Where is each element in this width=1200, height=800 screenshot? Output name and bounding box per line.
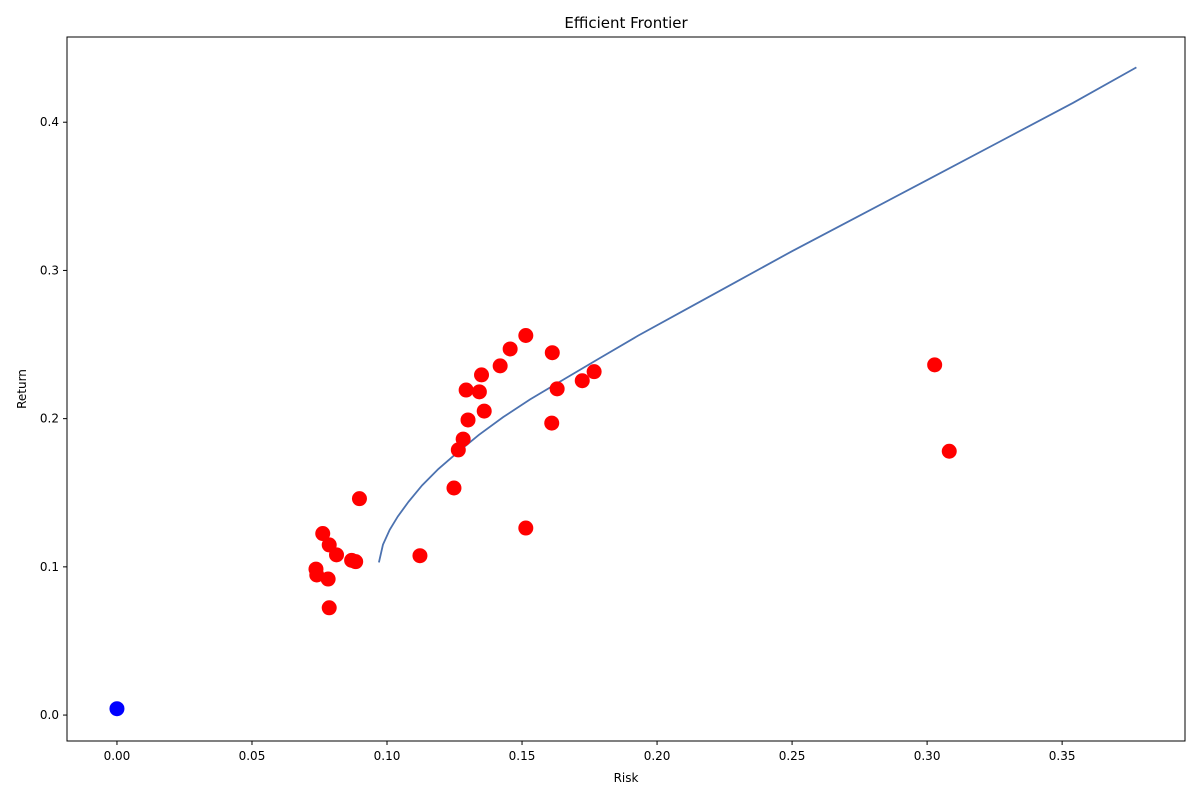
portfolio-point [458, 382, 474, 398]
x-axis-label: Risk [614, 771, 639, 785]
portfolio-point [492, 358, 508, 374]
y-tick-label: 0.1 [40, 560, 59, 574]
portfolio-point [474, 367, 490, 383]
x-tick-label: 0.10 [374, 749, 401, 763]
portfolio-point [518, 520, 534, 536]
portfolio-point [518, 328, 534, 343]
plot-frame [66, 36, 1186, 742]
portfolio-point [476, 403, 492, 419]
portfolio-point [586, 364, 602, 380]
x-tick-label: 0.25 [779, 749, 806, 763]
portfolio-point [471, 384, 487, 400]
y-tick-label: 0.4 [40, 115, 59, 129]
y-axis-label: Return [15, 369, 29, 409]
y-tick-label: 0.2 [40, 412, 59, 426]
portfolio-point [321, 600, 337, 616]
y-tick-label: 0.3 [40, 263, 59, 277]
portfolio-point [351, 491, 367, 507]
portfolio-point [412, 548, 428, 564]
x-axis: 0.00 0.05 0.10 0.15 0.20 0.25 0.30 0.35 [104, 741, 1076, 763]
risk-free-point [109, 701, 125, 717]
portfolio-point [329, 547, 345, 563]
portfolio-point [502, 341, 518, 357]
y-tick-label: 0.0 [40, 708, 59, 722]
portfolio-point [446, 480, 462, 496]
x-tick-label: 0.20 [644, 749, 671, 763]
x-tick-label: 0.00 [104, 749, 131, 763]
portfolio-point [927, 357, 943, 373]
x-tick-label: 0.30 [914, 749, 941, 763]
portfolio-point [320, 571, 336, 587]
portfolio-point [460, 412, 476, 428]
x-tick-label: 0.15 [509, 749, 536, 763]
x-tick-label: 0.35 [1049, 749, 1076, 763]
y-axis: 0.0 0.1 0.2 0.3 0.4 [40, 115, 67, 722]
portfolio-point [544, 415, 560, 431]
portfolio-point [309, 567, 325, 583]
portfolio-point [455, 431, 471, 447]
portfolio-point [941, 443, 957, 459]
portfolio-point [574, 373, 590, 389]
chart-title: Efficient Frontier [564, 14, 688, 32]
portfolio-point [315, 526, 331, 542]
x-tick-label: 0.05 [239, 749, 266, 763]
portfolio-point [348, 554, 364, 570]
plot-area [109, 66, 1137, 717]
frontier-line [378, 66, 1137, 563]
portfolio-point [544, 345, 560, 361]
portfolio-point [549, 381, 565, 397]
